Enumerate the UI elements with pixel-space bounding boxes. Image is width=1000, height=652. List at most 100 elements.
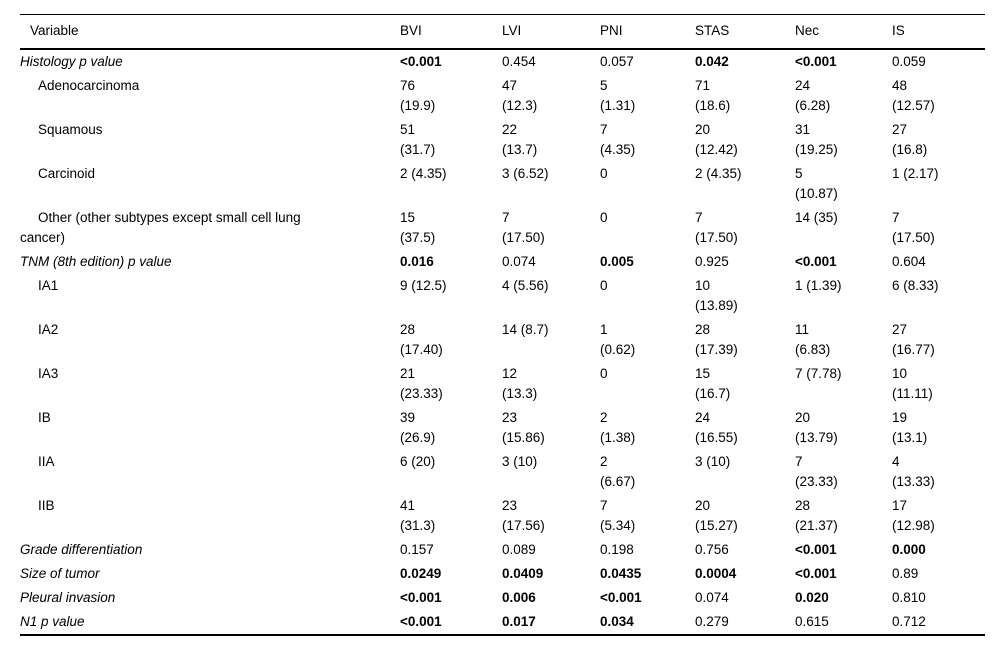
table-row: Grade differentiation 0.157 0.089 0.198 0.75… <box>20 538 985 562</box>
value-cell: 9 (12.5) <box>400 278 447 293</box>
row-label: IA3 <box>38 366 59 381</box>
value-cell: 39 (26.9) <box>400 410 436 445</box>
row-label: Pleural invasion <box>20 590 116 605</box>
value-cell: 11 (6.83) <box>795 322 831 357</box>
value-cell: 0.059 <box>892 54 926 69</box>
row-label: Squamous <box>38 122 103 137</box>
value-cell: 0.0409 <box>502 566 544 581</box>
value-cell: 22 (13.7) <box>502 122 538 157</box>
value-cell: <0.001 <box>795 542 837 557</box>
value-cell: 0.198 <box>600 542 634 557</box>
value-cell: 7 (17.50) <box>502 210 545 245</box>
value-cell: 0.006 <box>502 590 536 605</box>
statistics-table-container: Variable BVI LVI PNI STAS Nec IS Histolo… <box>20 14 985 636</box>
row-label: Size of tumor <box>20 566 100 581</box>
value-cell: 0.020 <box>795 590 829 605</box>
value-cell: 20 (12.42) <box>695 122 738 157</box>
value-cell: 6 (8.33) <box>892 278 939 293</box>
value-cell: 27 (16.77) <box>892 322 935 357</box>
table-row: Histology p value <0.001 0.454 0.057 0.042 <0… <box>20 49 985 74</box>
value-cell: 0 <box>600 278 608 293</box>
value-cell: 0.057 <box>600 54 634 69</box>
value-cell: 21 (23.33) <box>400 366 443 401</box>
value-cell: 2 (1.38) <box>600 410 636 445</box>
value-cell: 0.074 <box>695 590 729 605</box>
value-cell: 23 (15.86) <box>502 410 545 445</box>
table-body: Histology p value <0.001 0.454 0.057 0.042 <0… <box>20 49 985 635</box>
value-cell: 3 (6.52) <box>502 166 549 181</box>
value-cell: <0.001 <box>795 254 837 269</box>
value-cell: 0 <box>600 210 608 225</box>
value-cell: 12 (13.3) <box>502 366 538 401</box>
table-row: IA2 28 (17.40) 14 (8.7) 1 (0.62) 28 (17.39) 1… <box>20 318 985 362</box>
value-cell: 7 (17.50) <box>892 210 935 245</box>
statistics-table: Variable BVI LVI PNI STAS Nec IS Histolo… <box>20 14 985 636</box>
value-cell: 0.089 <box>502 542 536 557</box>
value-cell: 1 (1.39) <box>795 278 842 293</box>
value-cell: 0.604 <box>892 254 926 269</box>
table-row: IIB 41 (31.3) 23 (17.56) 7 (5.34) 20 (15.27)… <box>20 494 985 538</box>
value-cell: <0.001 <box>400 54 442 69</box>
value-cell: 4 (13.33) <box>892 454 935 489</box>
table-row: Size of tumor 0.0249 0.0409 0.0435 0.0004 <0.… <box>20 562 985 586</box>
value-cell: 0.756 <box>695 542 729 557</box>
value-cell: 0.0435 <box>600 566 642 581</box>
value-cell: 14 (35) <box>795 210 838 225</box>
row-label: TNM (8th edition) p value <box>20 254 172 269</box>
value-cell: 14 (8.7) <box>502 322 549 337</box>
table-row: IA3 21 (23.33) 12 (13.3) 0 15 (16.7) 7 (7.78)… <box>20 362 985 406</box>
value-cell: 23 (17.56) <box>502 498 545 533</box>
value-cell: 10 (13.89) <box>695 278 738 313</box>
value-cell: 2 (6.67) <box>600 454 636 489</box>
table-row: IA1 9 (12.5) 4 (5.56) 0 10 (13.89) 1 (1.39) 6 … <box>20 274 985 318</box>
column-header-nec: Nec <box>795 14 892 50</box>
table-row: IIA 6 (20) 3 (10) 2 (6.67) 3 (10) 7 (23.33) 4 … <box>20 450 985 494</box>
value-cell: 0.615 <box>795 614 829 629</box>
column-header-stas: STAS <box>695 14 795 50</box>
value-cell: 0.017 <box>502 614 536 629</box>
table-header: Variable BVI LVI PNI STAS Nec IS <box>20 14 985 50</box>
value-cell: 0.005 <box>600 254 634 269</box>
value-cell: <0.001 <box>600 590 642 605</box>
value-cell: 20 (13.79) <box>795 410 838 445</box>
value-cell: 0.016 <box>400 254 434 269</box>
value-cell: 76 (19.9) <box>400 78 436 113</box>
value-cell: 19 (13.1) <box>892 410 928 445</box>
value-cell: <0.001 <box>400 590 442 605</box>
value-cell: 0.712 <box>892 614 926 629</box>
value-cell: 27 (16.8) <box>892 122 928 157</box>
value-cell: 17 (12.98) <box>892 498 935 533</box>
table-row: IB 39 (26.9) 23 (15.86) 2 (1.38) 24 (16.55) 2… <box>20 406 985 450</box>
value-cell: 3 (10) <box>502 454 538 469</box>
value-cell: 10 (11.11) <box>892 366 933 401</box>
row-label: N1 p value <box>20 614 85 629</box>
value-cell: <0.001 <box>795 566 837 581</box>
value-cell: 15 (37.5) <box>400 210 436 245</box>
value-cell: 5 (10.87) <box>795 166 838 201</box>
value-cell: 0.89 <box>892 566 919 581</box>
value-cell: 0.810 <box>892 590 926 605</box>
column-header-variable: Variable <box>20 14 400 50</box>
row-label: Grade differentiation <box>20 542 143 557</box>
column-header-is: IS <box>892 14 985 50</box>
value-cell: 0.074 <box>502 254 536 269</box>
value-cell: 0.925 <box>695 254 729 269</box>
row-label: Other (other subtypes except small cell … <box>20 210 301 245</box>
value-cell: 7 (4.35) <box>600 122 636 157</box>
value-cell: 6 (20) <box>400 454 436 469</box>
value-cell: 7 (17.50) <box>695 210 738 245</box>
table-row: N1 p value <0.001 0.017 0.034 0.279 0.615 0.71… <box>20 610 985 635</box>
column-header-bvi: BVI <box>400 14 502 50</box>
value-cell: 4 (5.56) <box>502 278 549 293</box>
value-cell: 0.0249 <box>400 566 442 581</box>
table-row: Adenocarcinoma 76 (19.9) 47 (12.3) 5 (1.31)… <box>20 74 985 118</box>
value-cell: 0.034 <box>600 614 634 629</box>
value-cell: 0.000 <box>892 542 926 557</box>
value-cell: 24 (16.55) <box>695 410 738 445</box>
value-cell: <0.001 <box>795 54 837 69</box>
value-cell: 7 (23.33) <box>795 454 838 489</box>
value-cell: 1 (2.17) <box>892 166 939 181</box>
value-cell: 5 (1.31) <box>600 78 636 113</box>
value-cell: 31 (19.25) <box>795 122 838 157</box>
value-cell: 0 <box>600 166 608 181</box>
